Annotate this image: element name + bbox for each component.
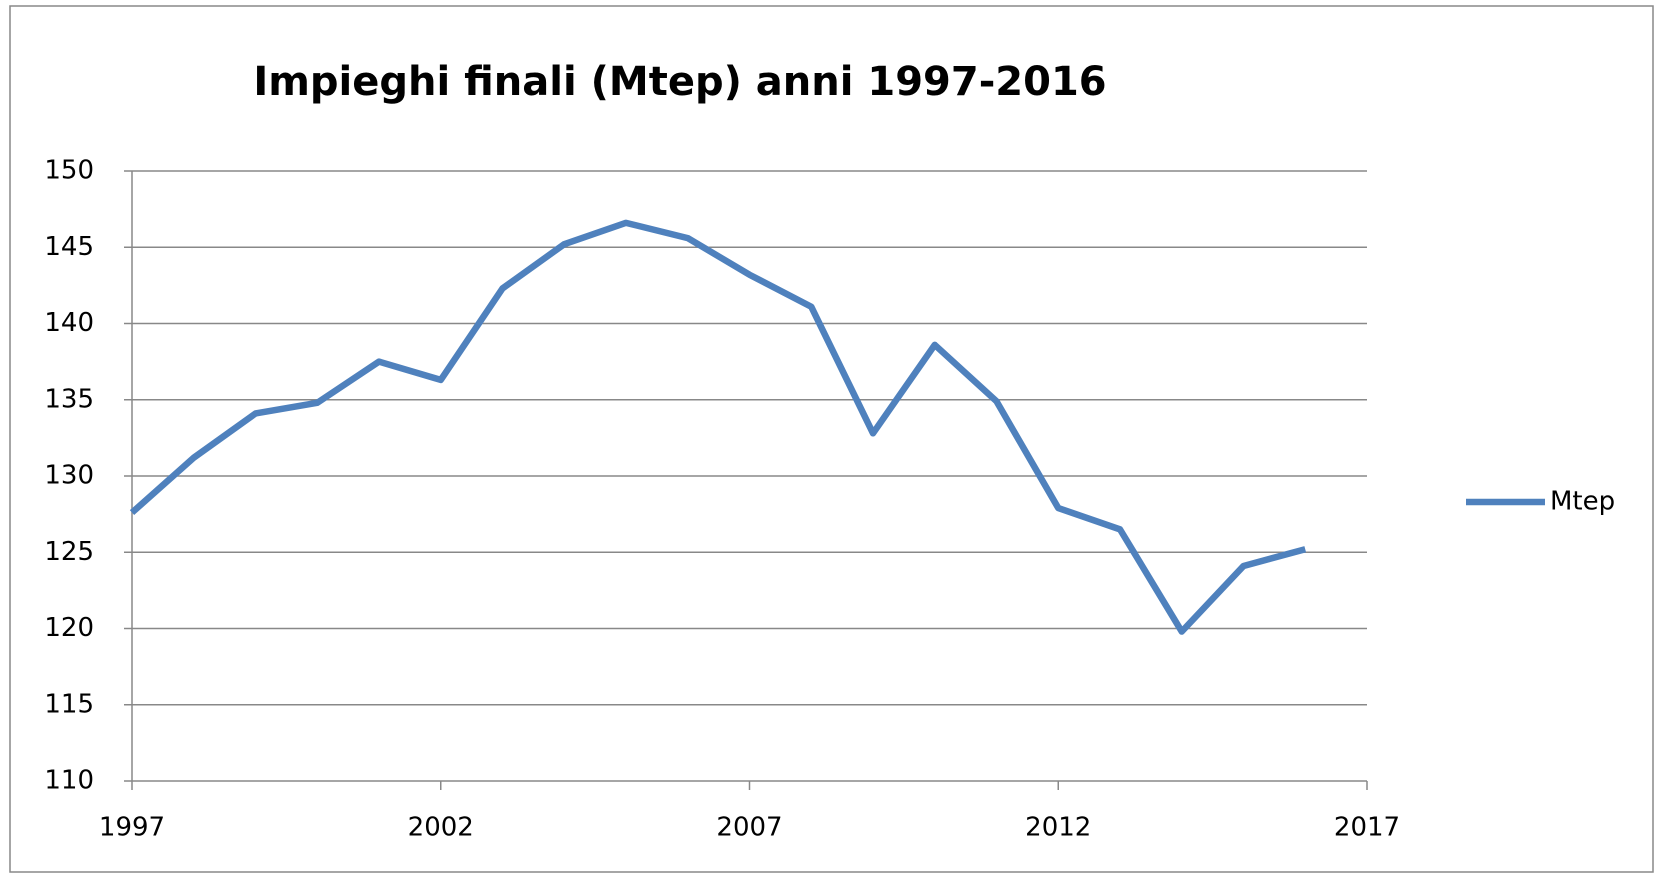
y-tick-label: 135 xyxy=(44,384,94,414)
x-tick-label: 1997 xyxy=(99,813,165,843)
chart-title: Impieghi finali (Mtep) anni 1997-2016 xyxy=(253,59,1106,105)
x-tick-label: 2017 xyxy=(1334,813,1400,843)
y-tick-label: 110 xyxy=(44,766,94,796)
legend-label: Mtep xyxy=(1550,487,1615,517)
y-tick-label: 145 xyxy=(44,232,94,262)
chart-border xyxy=(9,5,1654,873)
y-tick-label: 140 xyxy=(44,308,94,338)
y-tick-label: 115 xyxy=(44,689,94,719)
data-line xyxy=(129,219,1307,635)
y-tick-label: 125 xyxy=(44,537,94,567)
x-tick-label: 2012 xyxy=(1025,813,1091,843)
x-tick-label: 2007 xyxy=(716,813,782,843)
y-tick-label: 120 xyxy=(44,613,94,643)
y-tick-label: 130 xyxy=(44,461,94,491)
x-tick-label: 2002 xyxy=(408,813,474,843)
y-tick-label: 150 xyxy=(44,156,94,186)
